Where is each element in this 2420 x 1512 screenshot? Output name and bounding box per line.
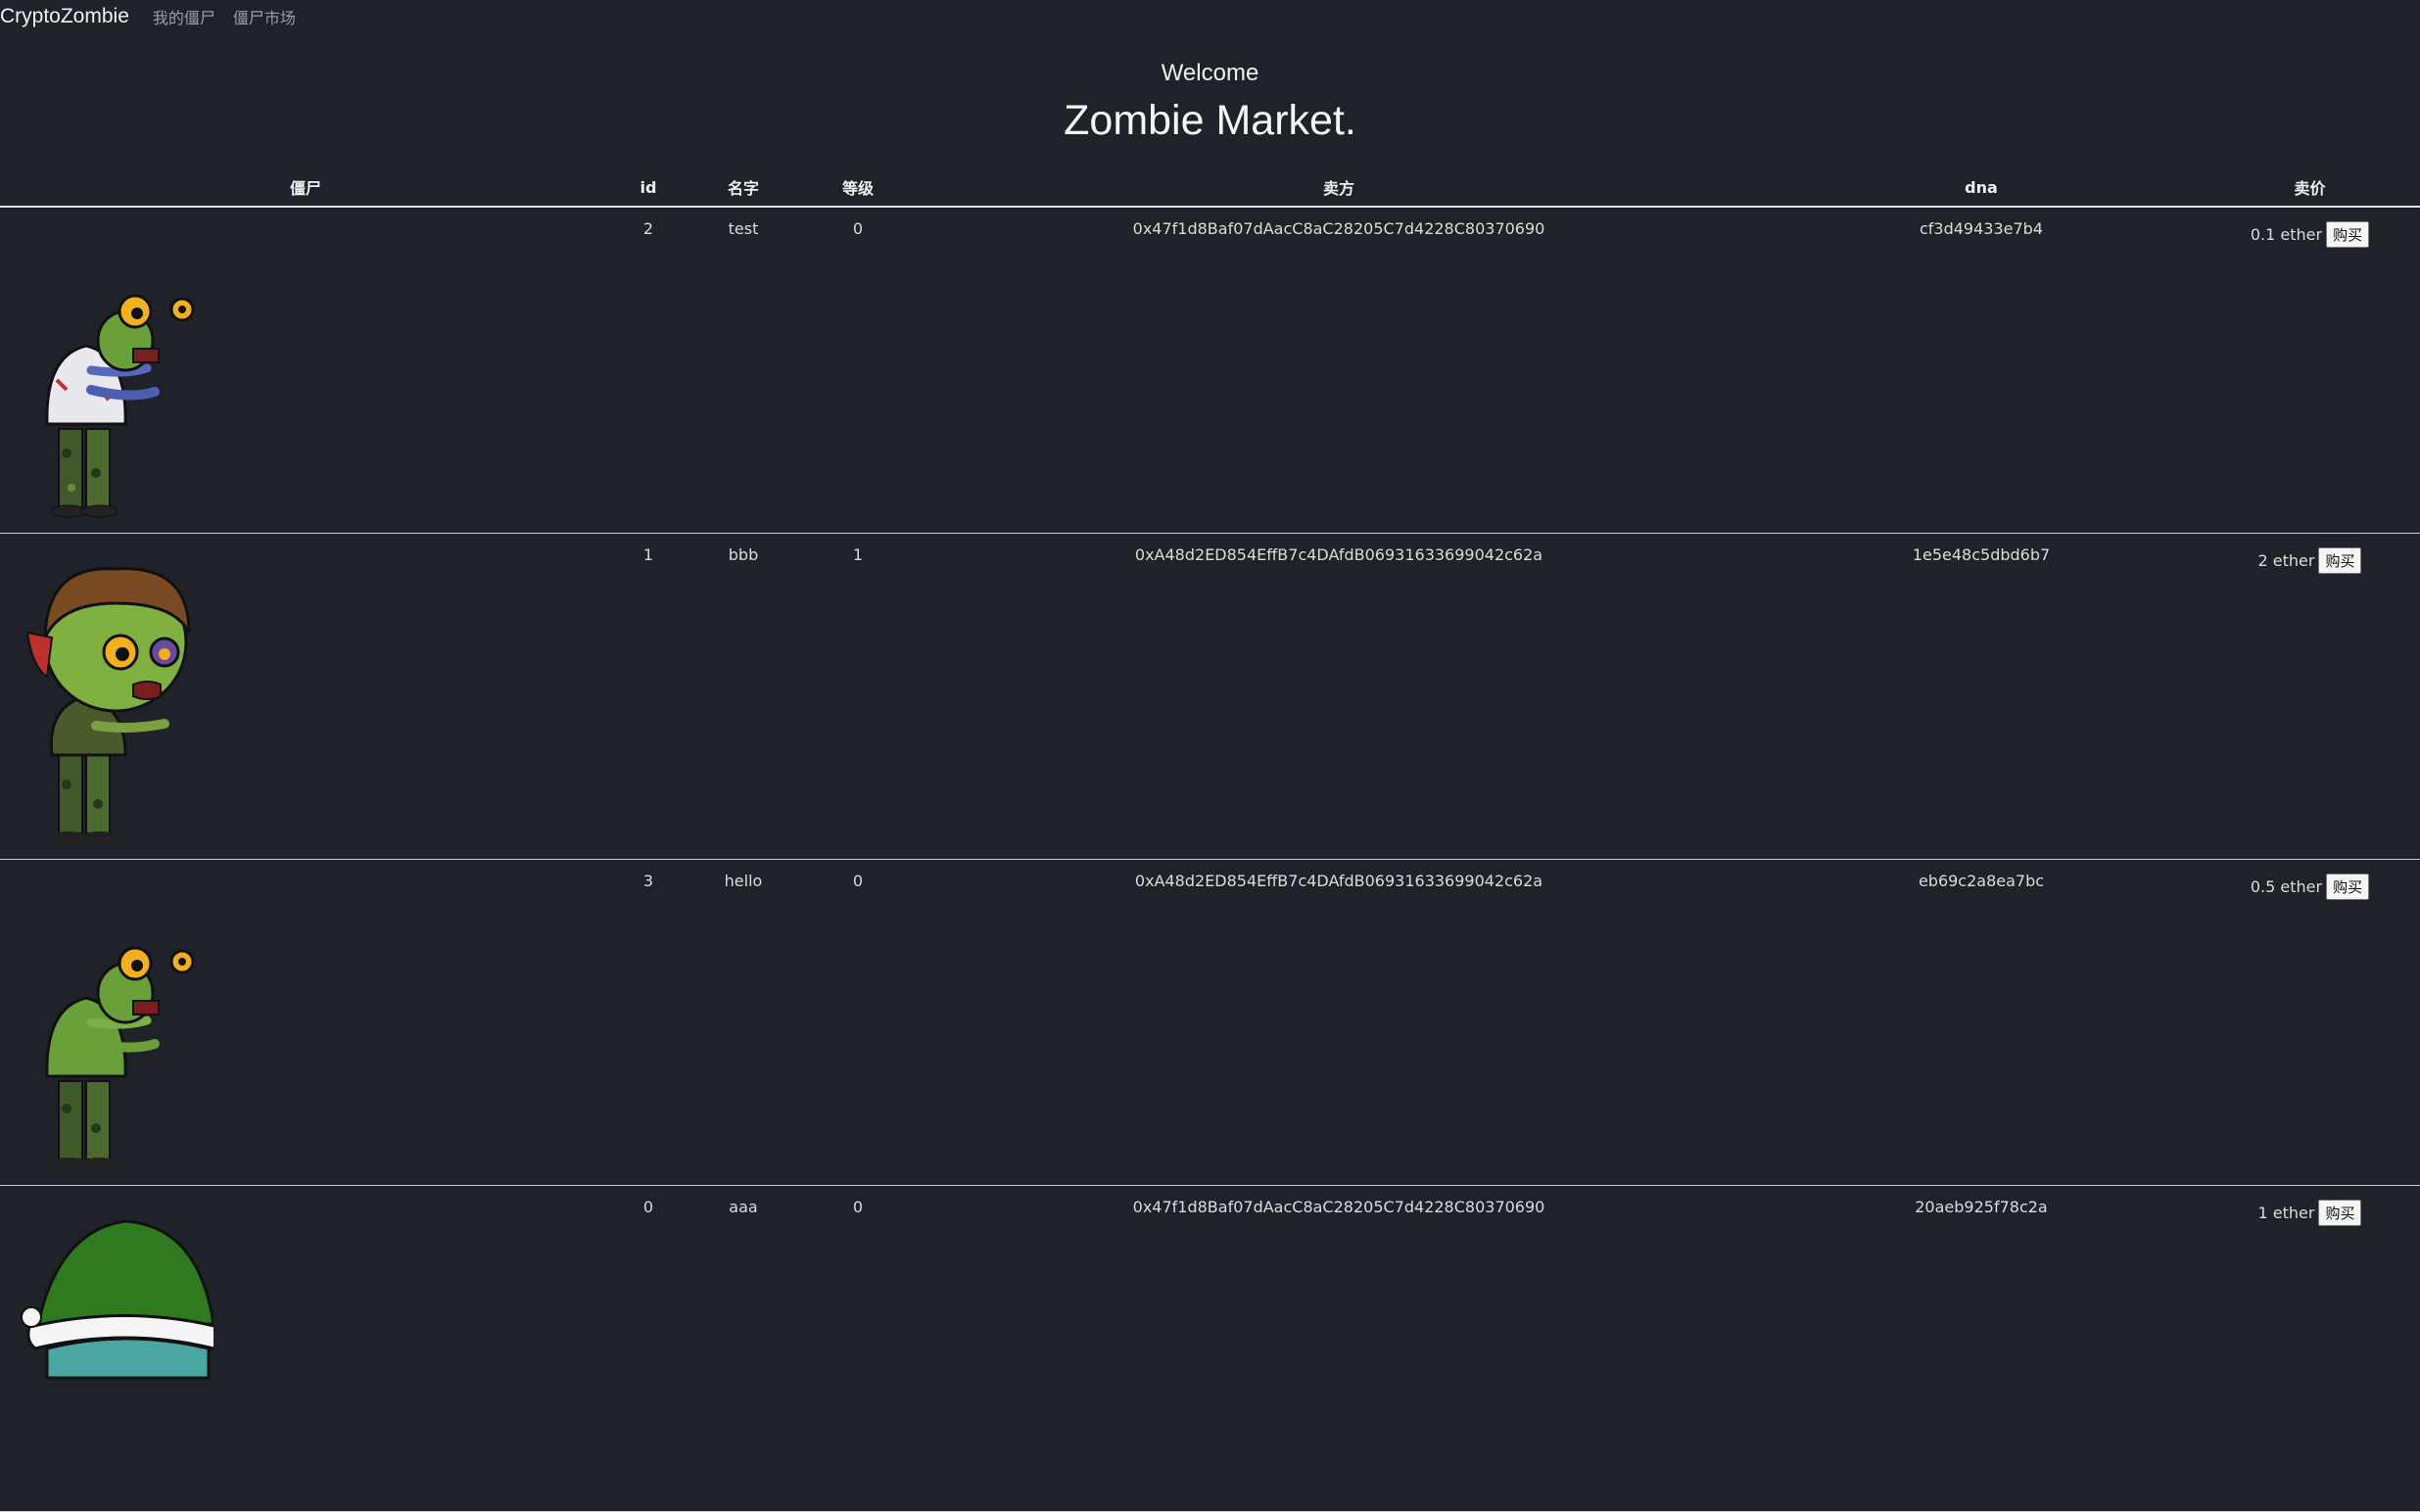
welcome-text: Welcome [1161,60,1259,86]
zombie-id: 1 [611,533,686,860]
nav-link-zombie-market[interactable]: 僵尸市场 [232,9,296,27]
price-cell: 2 ether 购买 [2200,533,2420,860]
table-header-row: 僵尸 id 名字 等级 卖方 dna 卖价 [0,168,2420,208]
hero: Welcome Zombie Market. [0,57,2420,145]
buy-button[interactable]: 购买 [2326,874,2370,900]
seller-address: 0xA48d2ED854EffB7c4DAfdB06931633699042c6… [915,859,1763,1186]
zombie-name: test [686,207,801,534]
price-value: 1 ether [2257,1204,2315,1222]
price-value: 2 ether [2257,551,2315,570]
price-value: 0.1 ether [2250,225,2323,244]
zombie-id: 3 [611,859,686,1186]
zombie-id: 2 [611,207,686,534]
table-row: 0 aaa 0 0x47f1d8Baf07dAacC8aC28205C7d422… [0,1185,2420,1512]
price-cell: 0.5 ether 购买 [2200,859,2420,1186]
column-header-seller: 卖方 [915,168,1763,208]
zombie-dna: 20aeb925f78c2a [1763,1185,2200,1512]
buy-button[interactable]: 购买 [2318,547,2362,574]
price-value: 0.5 ether [2250,877,2323,896]
zombie-id: 0 [611,1185,686,1512]
seller-address: 0x47f1d8Baf07dAacC8aC28205C7d4228C803706… [915,1185,1763,1512]
page-title: Zombie Market. [1064,97,1356,144]
column-header-level: 等级 [801,168,915,208]
zombie-dna: eb69c2a8ea7bc [1763,859,2200,1186]
zombie-level: 1 [801,533,915,860]
column-header-zombie: 僵尸 [0,168,611,208]
seller-address: 0x47f1d8Baf07dAacC8aC28205C7d4228C803706… [915,207,1763,534]
zombie-avatar-cell [0,533,611,860]
table-row: 2 test 0 0x47f1d8Baf07dAacC8aC28205C7d42… [0,207,2420,534]
navbar: CryptoZombie 我的僵尸 僵尸市场 [0,0,313,33]
price-cell: 1 ether 购买 [2200,1185,2420,1512]
zombie-name: hello [686,859,801,1186]
buy-button[interactable]: 购买 [2326,221,2370,248]
seller-address: 0xA48d2ED854EffB7c4DAfdB06931633699042c6… [915,533,1763,860]
zombie-market-table: 僵尸 id 名字 等级 卖方 dna 卖价 [0,168,2420,1512]
zombie-level: 0 [801,207,915,534]
zombie-dna: 1e5e48c5dbd6b7 [1763,533,2200,860]
zombie-avatar-cell [0,1185,611,1512]
column-header-name: 名字 [686,168,801,208]
column-header-dna: dna [1763,168,2200,208]
zombie-avatar-cell [0,859,611,1186]
zombie-white-shirt-icon [45,294,195,518]
table-row: 1 bbb 1 0xA48d2ED854EffB7c4DAfdB06931633… [0,533,2420,860]
zombie-level: 0 [801,1185,915,1512]
zombie-green-icon [45,946,195,1169]
price-cell: 0.1 ether 购买 [2200,207,2420,534]
zombie-avatar-cell [0,207,611,534]
nav-link-my-zombies[interactable]: 我的僵尸 [152,9,215,27]
zombie-dna: cf3d49433e7b4 [1763,207,2200,534]
zombie-santa-hat-icon [21,1219,214,1380]
column-header-id: id [611,168,686,208]
zombie-name: bbb [686,533,801,860]
zombie-name: aaa [686,1185,801,1512]
buy-button[interactable]: 购买 [2318,1200,2362,1226]
zombie-level: 0 [801,859,915,1186]
column-header-price: 卖价 [2200,168,2420,208]
brand-logo-text[interactable]: CryptoZombie [0,5,129,27]
zombie-brown-hair-icon [25,567,191,843]
table-row: 3 hello 0 0xA48d2ED854EffB7c4DAfdB069316… [0,859,2420,1186]
